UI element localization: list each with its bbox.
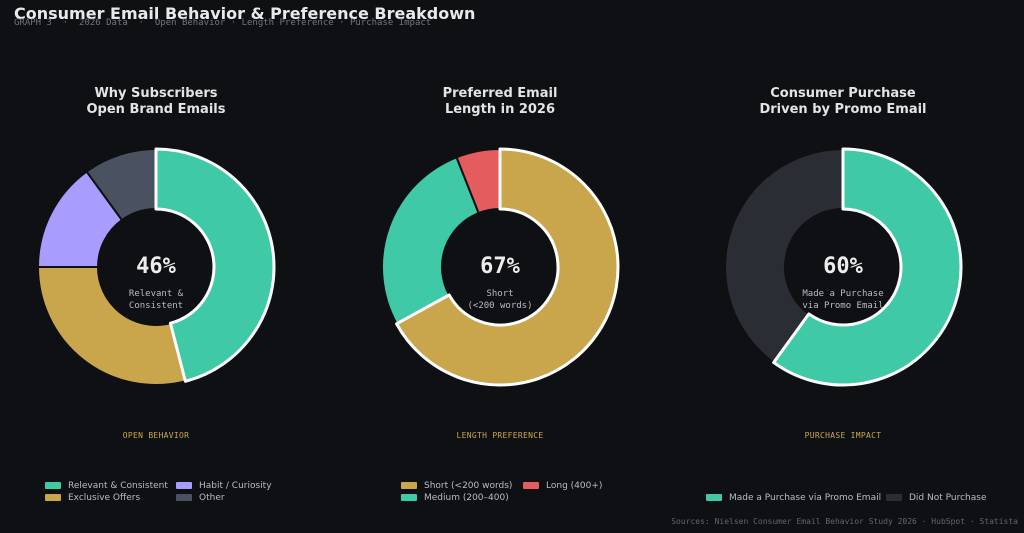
purchase-impact-panel: Consumer Purchase Driven by Promo Email …: [693, 0, 993, 533]
center-percent: 60%: [823, 254, 863, 279]
highlight-outline: [772, 147, 963, 387]
legend-label: Habit / Curiosity: [199, 481, 272, 491]
purchase-impact-donut: [724, 147, 963, 387]
panel-tag: LENGTH PREFERENCE: [456, 431, 544, 440]
center-label-line: Short: [486, 289, 514, 299]
panel-tag: OPEN BEHAVIOR: [122, 431, 190, 440]
panel-title-line: Why Subscribers: [94, 86, 218, 101]
panel-title-line: Consumer Purchase: [770, 86, 916, 101]
open-behavior-donut: [36, 147, 276, 386]
panel-title-line: Open Brand Emails: [86, 102, 226, 117]
center-label-line: (<200 words): [467, 301, 533, 311]
panel-title-line: Driven by Promo Email: [759, 102, 927, 117]
legend-swatch: [176, 494, 192, 501]
legend-label: Other: [199, 493, 225, 503]
donut-slice-medium-200-400: [381, 155, 480, 326]
length-preference-donut: [381, 147, 620, 387]
source-note: Sources: Nielsen Consumer Email Behavior…: [671, 517, 1018, 526]
center-label: Made a Purchase via Promo Email: [693, 288, 993, 312]
center-label-line: Consistent: [128, 301, 184, 311]
legend-swatch: [523, 482, 539, 489]
legend-swatch: [176, 482, 192, 489]
legend-item: Habit / Curiosity: [176, 481, 272, 491]
legend-label: Relevant & Consistent: [68, 481, 168, 491]
legend-item: Made a Purchase via Promo Email: [706, 493, 881, 503]
highlight-outline: [395, 147, 620, 387]
legend-swatch: [886, 494, 902, 501]
panel-title-line: Length in 2026: [444, 102, 556, 117]
legend-item: Short (<200 words): [401, 481, 512, 491]
panel-tag: PURCHASE IMPACT: [804, 431, 882, 440]
legend-item: Relevant & Consistent: [45, 481, 168, 491]
center-percent: 46%: [136, 254, 176, 279]
panel-title-line: Preferred Email: [442, 86, 558, 101]
page-title: Consumer Email Behavior & Preference Bre…: [14, 4, 476, 23]
legend-label: Made a Purchase via Promo Email: [729, 493, 882, 503]
panel-title: Preferred Email Length in 2026: [350, 86, 650, 118]
center-label: Relevant & Consistent: [6, 288, 306, 312]
center-label-line: Relevant &: [128, 289, 184, 299]
panel-title: Why Subscribers Open Brand Emails: [6, 86, 306, 118]
donut-slice-exclusive-offers: [36, 266, 187, 386]
legend-label: Exclusive Offers: [68, 493, 141, 503]
legend-label: Did Not Purchase: [909, 493, 987, 503]
legend-item: Long (400+): [523, 481, 602, 491]
donut-slice-did-not-purchase: [724, 147, 844, 364]
center-label: Short (<200 words): [350, 288, 650, 312]
legend-item: Other: [176, 493, 225, 503]
open-behavior-panel: Why Subscribers Open Brand Emails 46% Re…: [6, 0, 306, 533]
panel-title: Consumer Purchase Driven by Promo Email: [693, 86, 993, 118]
legend-swatch: [45, 494, 61, 501]
page-subtitle: GRAPH 3 · 2026 Data · Open Behavior · Le…: [14, 18, 432, 28]
legend-item: Did Not Purchase: [886, 493, 987, 503]
highlight-outline: [154, 147, 276, 383]
length-preference-panel: Preferred Email Length in 2026 67% Short…: [350, 0, 650, 533]
center-label-line: via Promo Email: [802, 301, 884, 311]
legend-item: Exclusive Offers: [45, 493, 140, 503]
legend-label: Short (<200 words): [424, 481, 513, 491]
center-label-line: Made a Purchase: [802, 289, 884, 299]
legend-label: Long (400+): [546, 481, 603, 491]
legend-swatch: [45, 482, 61, 489]
legend-swatch: [706, 494, 722, 501]
center-percent: 67%: [480, 254, 520, 279]
legend-label: Medium (200–400): [424, 493, 509, 503]
legend-swatch: [401, 482, 417, 489]
legend-item: Medium (200–400): [401, 493, 509, 503]
legend-swatch: [401, 494, 417, 501]
